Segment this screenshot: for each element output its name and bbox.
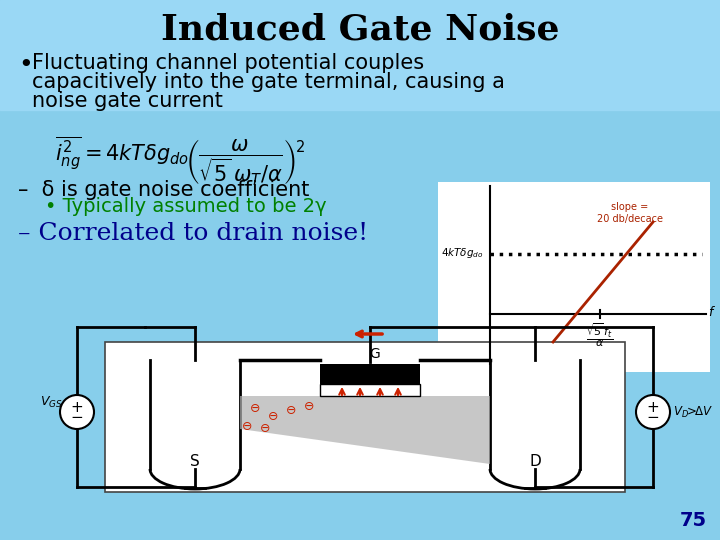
Polygon shape — [240, 396, 490, 464]
Text: ⊖: ⊖ — [242, 420, 252, 433]
Text: ⊖: ⊖ — [260, 422, 270, 435]
Text: – Correlated to drain noise!: – Correlated to drain noise! — [18, 222, 368, 245]
Text: −: − — [647, 409, 660, 424]
Text: f: f — [708, 307, 712, 320]
Text: $V_{GS}$: $V_{GS}$ — [40, 394, 63, 409]
Bar — [320, 384, 420, 396]
Text: ⊖: ⊖ — [286, 403, 296, 416]
Text: $\overline{i_{ng}^{2}} = 4kT\delta g_{do}\!\left(\dfrac{\omega}{\sqrt{5}\,\omega: $\overline{i_{ng}^{2}} = 4kT\delta g_{do… — [55, 134, 305, 187]
Text: −: − — [71, 409, 84, 424]
Text: D: D — [529, 455, 541, 469]
Text: +: + — [647, 400, 660, 415]
Text: $V_D\!\!>\!\!\Delta V$: $V_D\!\!>\!\!\Delta V$ — [673, 404, 714, 420]
Text: slope =
20 db/decace: slope = 20 db/decace — [597, 202, 663, 224]
Text: • Typically assumed to be 2γ: • Typically assumed to be 2γ — [45, 197, 327, 216]
Text: G: G — [369, 347, 380, 361]
Text: Fluctuating channel potential couples: Fluctuating channel potential couples — [32, 53, 424, 73]
Text: ⊖: ⊖ — [268, 409, 278, 422]
Circle shape — [60, 395, 94, 429]
Text: –  δ is gate noise coefficient: – δ is gate noise coefficient — [18, 180, 310, 200]
Text: $4kT\delta g_{do}$: $4kT\delta g_{do}$ — [441, 246, 484, 260]
Bar — [438, 182, 710, 372]
Text: ⊖: ⊖ — [250, 402, 260, 415]
Circle shape — [636, 395, 670, 429]
Text: ⊖: ⊖ — [304, 400, 314, 413]
Bar — [0, 0, 720, 110]
Text: noise gate current: noise gate current — [32, 91, 223, 111]
Bar — [105, 342, 625, 492]
Bar — [320, 364, 420, 384]
Text: •: • — [18, 53, 32, 77]
Text: 75: 75 — [680, 511, 707, 530]
Text: +: + — [71, 400, 84, 415]
Text: Induced Gate Noise: Induced Gate Noise — [161, 12, 559, 46]
Text: capacitively into the gate terminal, causing a: capacitively into the gate terminal, cau… — [32, 72, 505, 92]
Text: S: S — [190, 455, 200, 469]
Text: $\dfrac{\sqrt{5}\,f_t}{\alpha}$: $\dfrac{\sqrt{5}\,f_t}{\alpha}$ — [587, 321, 613, 349]
